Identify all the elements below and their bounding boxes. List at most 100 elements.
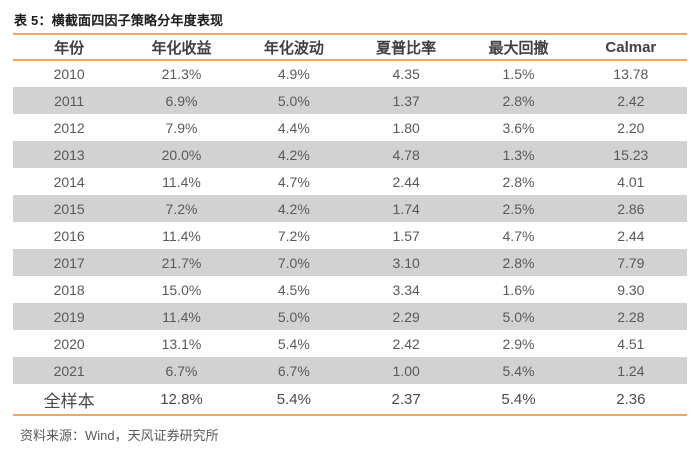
value-cell: 2.29 (349, 303, 463, 330)
table-title: 表 5：横截面四因子策略分年度表现 (14, 13, 224, 28)
value-cell: 3.6% (502, 119, 535, 136)
value-cell: 15.0% (161, 281, 202, 298)
value-cell: 6.7% (237, 357, 350, 384)
value-cell: 4.7% (277, 173, 310, 190)
row-label-cell: 2017 (13, 249, 126, 276)
value-cell: 2.42 (392, 335, 420, 352)
performance-table: 年份 年化收益 年化波动 夏普比率 最大回撤 Calmar 2010 21.3% 4.9% 4.… (13, 33, 687, 416)
value-cell: 2.37 (391, 390, 421, 408)
value-cell: 2.86 (574, 195, 687, 222)
value-cell: 11.4% (162, 227, 201, 244)
table-row: 2018 15.0% 4.5% 3.34 1.6% 9.30 (13, 276, 687, 303)
value-cell: 15.23 (574, 141, 687, 168)
column-header: 夏普比率 (349, 34, 463, 61)
table-row: 2020 13.1% 5.4% 2.42 2.9% 4.51 (13, 330, 687, 357)
row-label-cell: 2018 (53, 281, 85, 298)
value-cell: 3.10 (349, 249, 463, 276)
value-cell: 2.44 (392, 173, 420, 190)
value-cell: 2.8% (462, 87, 575, 114)
value-cell: 4.78 (349, 141, 463, 168)
value-cell: 4.51 (617, 335, 645, 352)
value-cell: 2.44 (617, 227, 645, 244)
value-cell: 2.28 (574, 303, 687, 330)
value-cell: 7.0% (237, 249, 350, 276)
report-table-figure: 表 5：横截面四因子策略分年度表现 年份 年化收益 年化波动 夏普比率 最大回撤 Calm… (0, 10, 700, 453)
row-label-cell: 2012 (53, 119, 85, 136)
value-cell: 1.37 (349, 87, 463, 114)
table-row: 2021 6.7% 6.7% 1.00 5.4% 1.24 (13, 357, 687, 384)
value-cell: 4.9% (277, 66, 310, 82)
value-cell: 4.2% (237, 195, 350, 222)
value-cell: 2.9% (502, 335, 535, 352)
value-cell: 13.78 (613, 66, 649, 82)
value-cell: 2.8% (502, 173, 535, 190)
row-label-cell: 2013 (13, 141, 126, 168)
source-note: 资料来源：Wind，天风证券研究所 (20, 428, 219, 443)
value-cell: 7.79 (574, 249, 687, 276)
value-cell: 20.0% (125, 141, 238, 168)
value-cell: 2.20 (617, 119, 645, 136)
table-row: 2016 11.4% 7.2% 1.57 4.7% 2.44 (13, 222, 687, 249)
value-cell: 5.4% (501, 390, 536, 408)
value-cell: 11.4% (162, 173, 201, 190)
table-row: 2012 7.9% 4.4% 1.80 3.6% 2.20 (13, 114, 687, 141)
value-cell: 5.0% (462, 303, 575, 330)
value-cell: 1.80 (392, 119, 420, 136)
table-row: 2015 7.2% 4.2% 1.74 2.5% 2.86 (13, 195, 687, 222)
value-cell: 1.57 (392, 227, 420, 244)
table-row: 2010 21.3% 4.9% 4.35 1.5% 13.78 (13, 60, 687, 87)
value-cell: 2.8% (462, 249, 575, 276)
value-cell: 5.4% (462, 357, 575, 384)
value-cell: 7.2% (125, 195, 238, 222)
row-label-cell: 2019 (13, 303, 126, 330)
column-header: 年化收益 (125, 34, 238, 61)
table-row: 全样本 12.8% 5.4% 2.37 5.4% 2.36 (13, 384, 687, 415)
value-cell: 5.4% (277, 335, 310, 352)
row-label-cell: 2020 (53, 335, 85, 352)
value-cell: 5.4% (276, 390, 311, 408)
value-cell: 9.30 (617, 281, 645, 298)
value-cell: 21.3% (161, 66, 202, 82)
value-cell: 4.35 (392, 66, 420, 82)
value-cell: 1.6% (502, 281, 535, 298)
table-body: 2010 21.3% 4.9% 4.35 1.5% 13.78 2011 6.9% 5.0% 1.… (13, 60, 687, 415)
row-label-cell: 2010 (53, 66, 85, 82)
value-cell: 4.4% (277, 119, 310, 136)
column-header: 最大回撤 (462, 34, 575, 61)
value-cell: 21.7% (125, 249, 238, 276)
table-row: 2011 6.9% 5.0% 1.37 2.8% 2.42 (13, 87, 687, 114)
value-cell: 1.24 (574, 357, 687, 384)
value-cell: 7.2% (277, 227, 310, 244)
value-cell: 13.1% (161, 335, 202, 352)
value-cell: 4.7% (502, 227, 535, 244)
value-cell: 3.34 (392, 281, 420, 298)
value-cell: 6.7% (125, 357, 238, 384)
row-label-cell: 2015 (13, 195, 126, 222)
row-label-cell: 2021 (13, 357, 126, 384)
column-header: 年份 (13, 34, 126, 61)
value-cell: 11.4% (125, 303, 238, 330)
value-cell: 2.42 (574, 87, 687, 114)
value-cell: 6.9% (125, 87, 238, 114)
value-cell: 4.2% (237, 141, 350, 168)
table-row: 2019 11.4% 5.0% 2.29 5.0% 2.28 (13, 303, 687, 330)
value-cell: 4.01 (617, 173, 645, 190)
row-label-cell: 2016 (53, 227, 85, 244)
value-cell: 1.3% (462, 141, 575, 168)
table-row: 2013 20.0% 4.2% 4.78 1.3% 15.23 (13, 141, 687, 168)
value-cell: 1.00 (349, 357, 463, 384)
value-cell: 7.9% (165, 119, 198, 136)
value-cell: 4.5% (277, 281, 310, 298)
table-row: 2017 21.7% 7.0% 3.10 2.8% 7.79 (13, 249, 687, 276)
value-cell: 1.74 (349, 195, 463, 222)
column-header: 年化波动 (237, 34, 350, 61)
value-cell: 2.36 (616, 390, 646, 408)
table-row: 2014 11.4% 4.7% 2.44 2.8% 4.01 (13, 168, 687, 195)
value-cell: 12.8% (160, 390, 203, 408)
row-label-cell: 2014 (53, 173, 85, 190)
value-cell: 2.5% (462, 195, 575, 222)
column-header: Calmar (574, 34, 687, 61)
value-cell: 1.5% (502, 66, 535, 82)
row-label-cell: 全样本 (43, 391, 95, 411)
row-label-cell: 2011 (13, 87, 126, 114)
